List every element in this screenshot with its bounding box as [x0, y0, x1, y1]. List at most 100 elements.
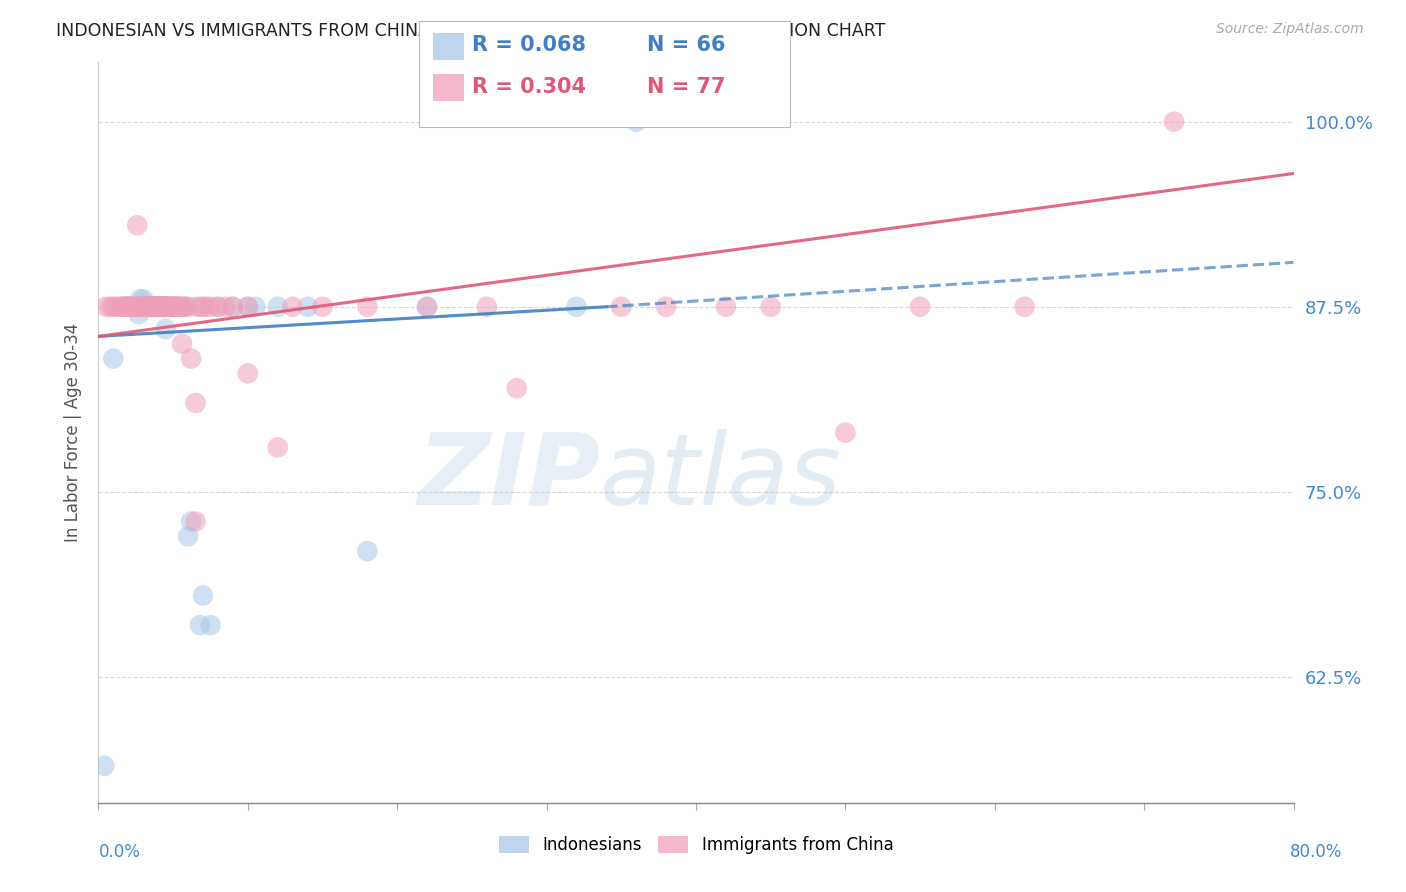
Point [180, 351, 202, 366]
Point [475, 300, 498, 314]
Point [136, 300, 159, 314]
Point [184, 300, 207, 314]
Point [162, 300, 184, 314]
Point [149, 300, 172, 314]
Point [174, 300, 197, 314]
Point [166, 300, 188, 314]
Point [118, 300, 141, 314]
Point [120, 300, 142, 314]
Point [127, 219, 149, 233]
Point [236, 300, 259, 314]
Point [160, 300, 183, 314]
Point [155, 322, 177, 336]
Point [163, 300, 186, 314]
Point [188, 300, 211, 314]
Point [155, 300, 177, 314]
Point [1163, 114, 1185, 128]
Point [188, 618, 211, 632]
Point [127, 300, 149, 314]
Point [124, 300, 146, 314]
Point [128, 307, 150, 321]
Point [93, 759, 115, 773]
Point [149, 300, 172, 314]
Point [180, 515, 202, 529]
Point [148, 300, 170, 314]
Point [138, 300, 160, 314]
Point [281, 300, 304, 314]
Point [222, 300, 245, 314]
Point [184, 396, 207, 410]
Point [214, 300, 236, 314]
Point [267, 441, 290, 455]
Point [145, 300, 167, 314]
Point [177, 300, 200, 314]
Point [143, 300, 166, 314]
Legend: Indonesians, Immigrants from China: Indonesians, Immigrants from China [492, 830, 900, 861]
Text: ZIP: ZIP [418, 428, 600, 525]
Point [159, 300, 181, 314]
Y-axis label: In Labor Force | Age 30-34: In Labor Force | Age 30-34 [65, 323, 83, 542]
Point [125, 300, 148, 314]
Point [105, 300, 128, 314]
Point [159, 300, 181, 314]
Point [156, 300, 179, 314]
Text: N = 77: N = 77 [647, 77, 725, 96]
Point [115, 300, 138, 314]
Point [162, 300, 184, 314]
Point [155, 300, 177, 314]
Point [152, 300, 174, 314]
Point [129, 300, 152, 314]
Point [139, 300, 162, 314]
Point [132, 300, 155, 314]
Point [136, 300, 159, 314]
Point [148, 300, 170, 314]
Point [416, 300, 439, 314]
Point [139, 300, 162, 314]
Point [152, 300, 174, 314]
Text: Source: ZipAtlas.com: Source: ZipAtlas.com [1216, 22, 1364, 37]
Point [132, 293, 155, 307]
Point [207, 300, 229, 314]
Text: atlas: atlas [600, 428, 842, 525]
Point [165, 300, 187, 314]
Point [121, 300, 143, 314]
Point [114, 300, 136, 314]
Point [506, 381, 529, 395]
Point [267, 300, 290, 314]
Point [114, 300, 136, 314]
Point [117, 300, 139, 314]
Point [143, 300, 166, 314]
Point [110, 300, 132, 314]
Point [152, 300, 174, 314]
Point [103, 351, 125, 366]
Point [165, 300, 187, 314]
Point [167, 300, 190, 314]
Point [98, 300, 122, 314]
Point [177, 529, 200, 543]
Point [148, 300, 170, 314]
Point [207, 300, 229, 314]
Point [162, 300, 184, 314]
Point [103, 300, 125, 314]
Point [174, 300, 197, 314]
Point [129, 300, 152, 314]
Text: INDONESIAN VS IMMIGRANTS FROM CHINA IN LABOR FORCE | AGE 30-34 CORRELATION CHART: INDONESIAN VS IMMIGRANTS FROM CHINA IN L… [56, 22, 886, 40]
Point [155, 300, 177, 314]
Point [141, 300, 163, 314]
Point [124, 300, 146, 314]
Point [117, 300, 139, 314]
Point [143, 300, 166, 314]
Point [236, 300, 259, 314]
Point [169, 300, 191, 314]
Point [153, 300, 176, 314]
Point [169, 300, 191, 314]
Text: R = 0.068: R = 0.068 [472, 36, 586, 55]
Point [129, 300, 152, 314]
Point [117, 300, 139, 314]
Point [157, 300, 180, 314]
Point [156, 300, 179, 314]
Point [626, 114, 648, 128]
Point [139, 300, 162, 314]
Point [908, 300, 931, 314]
Point [655, 300, 678, 314]
